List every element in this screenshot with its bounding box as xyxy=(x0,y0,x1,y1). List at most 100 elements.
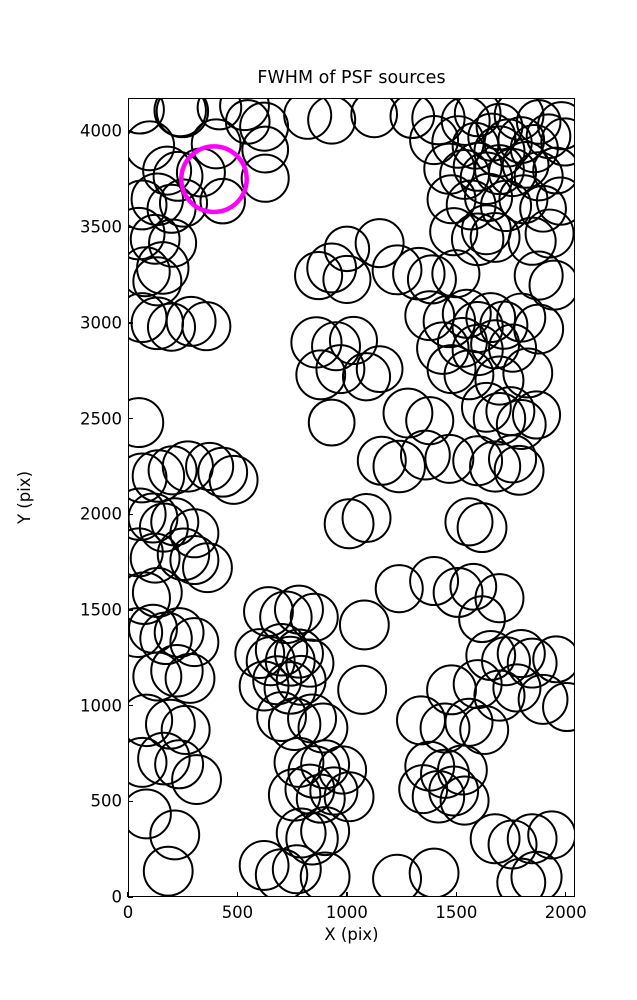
source-circle xyxy=(501,140,550,189)
source-circle xyxy=(129,99,165,135)
x-tick-label: 1000 xyxy=(325,903,368,922)
source-circle xyxy=(517,673,569,725)
source-circle xyxy=(256,691,307,743)
source-circle xyxy=(469,211,521,263)
source-circle xyxy=(350,99,399,139)
source-circle xyxy=(179,144,249,215)
y-tick-label: 1000 xyxy=(80,696,122,716)
source-circle xyxy=(506,637,558,689)
source-circle xyxy=(399,429,451,481)
source-circle xyxy=(540,117,574,167)
source-circle xyxy=(129,736,168,788)
source-circle xyxy=(285,811,339,866)
source-circle xyxy=(528,259,574,311)
source-circle xyxy=(208,454,259,505)
source-circle xyxy=(169,617,220,668)
source-circle xyxy=(129,693,174,748)
source-circle xyxy=(160,704,211,755)
y-tick-mark xyxy=(128,130,133,133)
y-tick-mark xyxy=(128,322,133,324)
source-circle xyxy=(472,391,527,446)
source-circle xyxy=(426,174,477,225)
x-tick-label: 2000 xyxy=(544,903,587,922)
source-circle xyxy=(315,344,366,395)
source-circle xyxy=(535,176,574,226)
source-circle xyxy=(271,844,322,895)
source-circle xyxy=(443,349,495,401)
source-circle xyxy=(129,532,181,584)
source-circle xyxy=(497,116,546,164)
source-circle xyxy=(513,303,565,355)
source-circle xyxy=(129,788,172,840)
source-circle xyxy=(323,498,375,550)
source-circle xyxy=(498,174,549,225)
source-circle xyxy=(185,441,235,492)
y-tick-label: 3500 xyxy=(80,217,122,237)
y-tick-mark xyxy=(128,800,133,802)
y-tick-label: 500 xyxy=(90,791,123,811)
source-circle xyxy=(295,349,347,401)
source-circle xyxy=(142,145,193,196)
source-circle xyxy=(470,319,521,370)
source-circle xyxy=(527,810,574,860)
source-circle xyxy=(532,146,574,195)
y-axis-label: Y (pix) xyxy=(14,470,34,525)
source-circle xyxy=(439,775,490,826)
source-circle xyxy=(307,99,357,145)
source-circle xyxy=(513,250,564,301)
source-circle xyxy=(460,381,512,433)
source-circle xyxy=(356,435,407,486)
source-circle xyxy=(426,344,477,395)
source-circle xyxy=(152,150,204,202)
source-circle xyxy=(318,745,368,795)
source-circle xyxy=(254,622,309,677)
source-circle xyxy=(190,118,242,170)
source-circle xyxy=(328,315,378,366)
source-circle xyxy=(234,628,286,680)
source-circle xyxy=(354,218,405,269)
x-tick-mark xyxy=(236,892,239,897)
source-circle xyxy=(355,345,404,394)
y-tick-mark xyxy=(128,609,133,611)
scatter-plot-svg xyxy=(129,99,574,896)
source-circle xyxy=(275,654,327,706)
source-circle xyxy=(511,390,562,440)
source-circle xyxy=(267,697,322,751)
source-circle xyxy=(488,434,538,484)
source-circle xyxy=(437,316,488,368)
source-circle xyxy=(409,556,460,607)
source-circle xyxy=(146,302,197,352)
source-circle xyxy=(374,564,424,614)
source-circle xyxy=(254,848,309,896)
source-circle xyxy=(449,562,498,611)
source-circle xyxy=(493,444,545,496)
source-circle xyxy=(496,628,546,679)
y-tick-mark xyxy=(128,513,133,515)
source-circle xyxy=(342,352,392,402)
source-circle xyxy=(263,661,317,715)
source-circle xyxy=(311,321,361,372)
source-circle xyxy=(323,225,371,273)
source-circle xyxy=(155,99,210,139)
source-circle xyxy=(458,595,506,644)
source-circle xyxy=(219,99,270,132)
source-circle xyxy=(469,813,521,865)
source-circle xyxy=(409,115,460,166)
source-circle xyxy=(199,177,246,225)
source-circle xyxy=(408,847,460,896)
x-tick-label: 500 xyxy=(221,903,254,922)
source-circle xyxy=(502,347,554,399)
y-tick-mark xyxy=(128,226,133,228)
x-tick-mark xyxy=(565,892,567,897)
source-circle xyxy=(452,141,503,192)
source-circle xyxy=(323,771,375,823)
source-circle xyxy=(132,651,183,702)
source-circle xyxy=(295,773,346,824)
plot-area[interactable] xyxy=(128,98,575,897)
source-circle xyxy=(283,99,333,140)
source-circle xyxy=(532,635,574,684)
source-circle xyxy=(341,493,392,544)
source-circle xyxy=(148,218,198,268)
source-circle xyxy=(287,745,341,799)
